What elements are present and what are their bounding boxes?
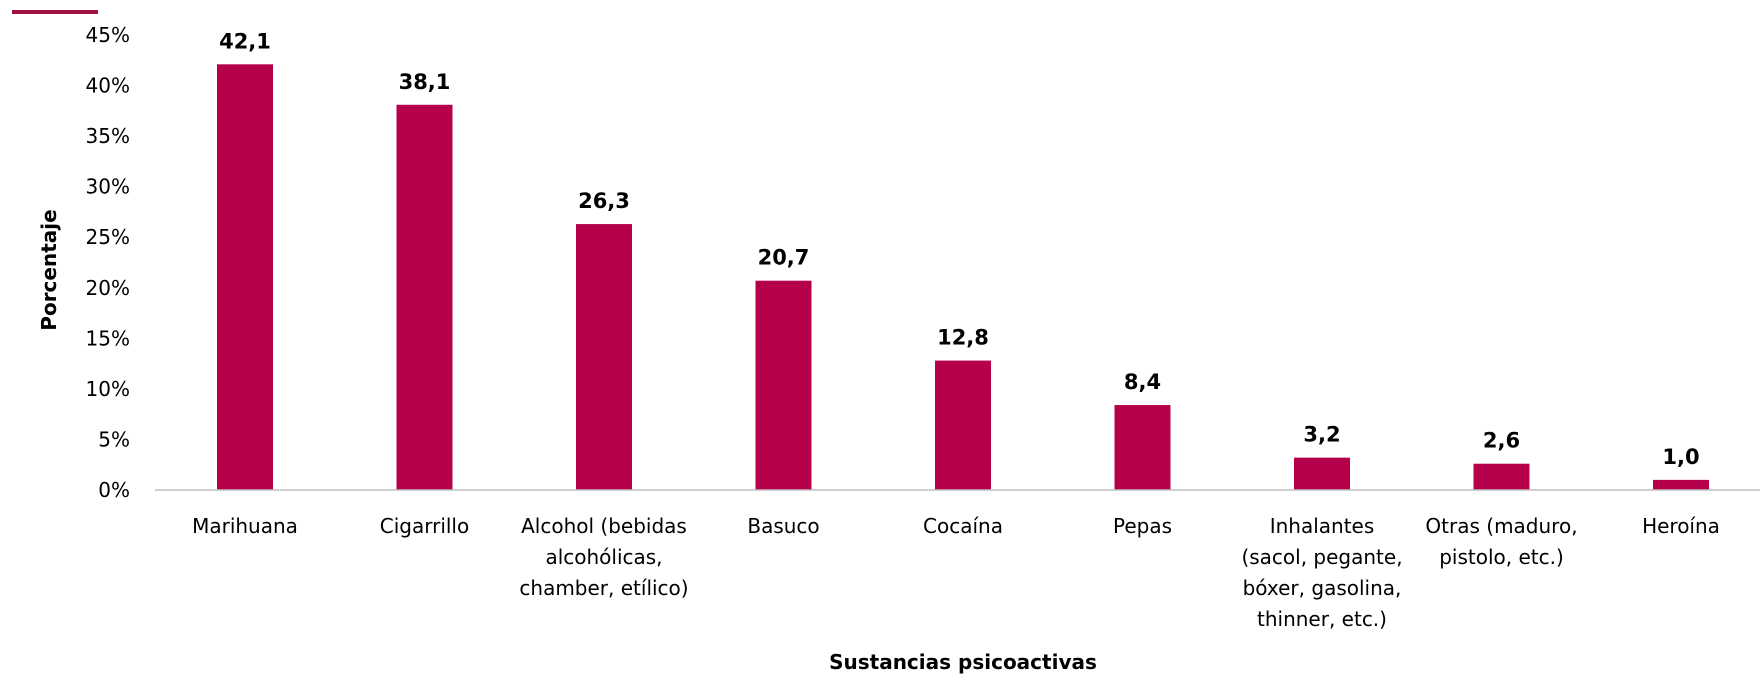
bar-value-label: 26,3 bbox=[578, 189, 630, 213]
bar bbox=[935, 360, 991, 490]
x-category-label-line: Cocaína bbox=[923, 514, 1003, 538]
bar bbox=[576, 224, 632, 491]
bar-value-label: 8,4 bbox=[1124, 370, 1161, 394]
bar-value-label: 2,6 bbox=[1483, 429, 1520, 453]
x-category-label-line: Marihuana bbox=[192, 514, 298, 538]
x-category-label: Otras (maduro, pistolo, etc.) bbox=[1425, 514, 1577, 569]
y-tick-label: 45% bbox=[86, 23, 130, 47]
x-category-label-line: Alcohol (bebidas bbox=[521, 514, 687, 538]
x-category-label-line: thinner, etc.) bbox=[1257, 607, 1387, 631]
y-tick-label: 40% bbox=[86, 74, 130, 98]
bar-value-label: 38,1 bbox=[399, 70, 451, 94]
x-category-label: Heroína bbox=[1642, 514, 1720, 538]
data-labels-group: 42,1 38,1 26,3 20,7 12,8 8,4 3,2 2,6 1,0 bbox=[219, 29, 1700, 469]
bar bbox=[755, 280, 812, 490]
x-category-label-line: chamber, etílico) bbox=[519, 576, 688, 600]
x-category-label-line: pistolo, etc.) bbox=[1439, 545, 1564, 569]
x-category-label-line: Heroína bbox=[1642, 514, 1720, 538]
x-category-label: Alcohol (bebidas alcohólicas, chamber, etí… bbox=[519, 514, 688, 600]
x-axis-category-labels: Marihuana Cigarrillo Alcohol (bebidas alcoh… bbox=[192, 514, 1720, 631]
x-category-label-line: (sacol, pegante, bbox=[1241, 545, 1402, 569]
bar-value-label: 3,2 bbox=[1303, 423, 1340, 447]
y-tick-label: 10% bbox=[86, 377, 130, 401]
y-tick-label: 25% bbox=[86, 225, 130, 249]
x-category-label-line: Basuco bbox=[747, 514, 819, 538]
y-tick-label: 30% bbox=[86, 175, 130, 199]
y-tick-label: 0% bbox=[98, 478, 130, 502]
x-category-label: Cocaína bbox=[923, 514, 1003, 538]
y-tick-label: 15% bbox=[86, 326, 130, 350]
bar bbox=[1294, 457, 1350, 490]
y-tick-label: 5% bbox=[98, 427, 130, 451]
bar-value-label: 12,8 bbox=[937, 326, 989, 350]
y-axis-title: Porcentaje bbox=[37, 209, 61, 330]
x-category-label: Marihuana bbox=[192, 514, 298, 538]
y-axis-ticks: 0% 5% 10% 15% 20% 25% 30% 35% 40% 45% bbox=[86, 23, 130, 502]
x-category-label-line: Inhalantes bbox=[1270, 514, 1375, 538]
bar-value-label: 1,0 bbox=[1662, 445, 1699, 469]
bar-value-label: 20,7 bbox=[758, 246, 810, 270]
bar bbox=[1114, 405, 1171, 490]
y-tick-label: 20% bbox=[86, 276, 130, 300]
bar bbox=[396, 104, 453, 491]
x-category-label-line: alcohólicas, bbox=[545, 545, 662, 569]
x-category-label-line: Otras (maduro, bbox=[1425, 514, 1577, 538]
x-category-label-line: bóxer, gasolina, bbox=[1243, 576, 1402, 600]
x-category-label: Cigarrillo bbox=[380, 514, 469, 538]
bars-group bbox=[217, 64, 1709, 491]
x-category-label-line: Cigarrillo bbox=[380, 514, 469, 538]
bar bbox=[217, 64, 273, 491]
bar bbox=[1473, 463, 1530, 490]
y-tick-label: 35% bbox=[86, 124, 130, 148]
x-axis-title: Sustancias psicoactivas bbox=[829, 650, 1097, 674]
bar-value-label: 42,1 bbox=[219, 29, 271, 53]
x-category-label-line: Pepas bbox=[1113, 514, 1172, 538]
x-category-label: Inhalantes (sacol, pegante, bóxer, gasolin… bbox=[1241, 514, 1402, 631]
x-category-label: Basuco bbox=[747, 514, 819, 538]
x-category-label: Pepas bbox=[1113, 514, 1172, 538]
bar bbox=[1653, 479, 1709, 490]
